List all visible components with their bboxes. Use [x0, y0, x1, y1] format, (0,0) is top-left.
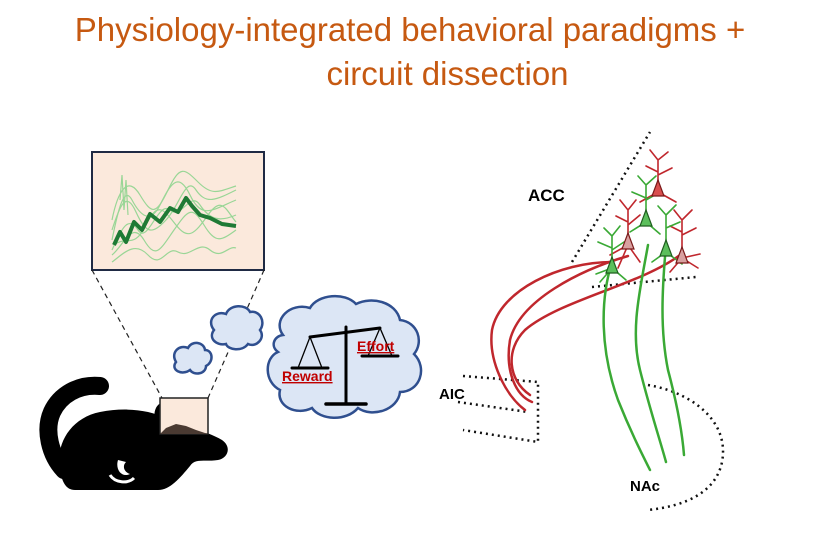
- title-line-1: Physiology-integrated behavioral paradig…: [74, 11, 746, 48]
- green-axon-3: [661, 243, 686, 457]
- red-soma-2: [621, 231, 635, 250]
- scale-beam: [308, 326, 382, 339]
- reward-label: Reward: [282, 368, 333, 384]
- mouse-paw-line: [108, 474, 136, 484]
- green-soma-1: [639, 208, 653, 227]
- trace-7: [111, 246, 237, 263]
- thought-cloud-icon: [172, 295, 423, 419]
- green-soma-3: [659, 238, 673, 257]
- physiology-inset: [91, 151, 265, 271]
- nac-boundary: [647, 383, 725, 512]
- red-axon-3: [510, 253, 682, 397]
- implant-tissue: [160, 424, 208, 434]
- mouse-tail: [39, 376, 109, 479]
- title-line-2: circuit dissection: [326, 55, 569, 92]
- red-soma-1: [651, 178, 665, 197]
- trace-4: [111, 211, 237, 256]
- neuron-somata: [605, 178, 689, 274]
- aic-label: AIC: [439, 386, 465, 403]
- slide-title: Physiology-integrated behavioral paradig…: [0, 8, 820, 96]
- red-axon-2: [507, 254, 630, 404]
- scale-string-l2: [309, 336, 323, 369]
- scale-string-r2: [379, 327, 393, 357]
- effort-label: Effort: [357, 338, 395, 354]
- mean-trace: [112, 196, 237, 246]
- trace-bundle: [111, 170, 237, 263]
- green-axon-2: [634, 243, 668, 464]
- inset-frame: [91, 151, 265, 271]
- red-axon-1: [490, 260, 614, 412]
- nac-label: NAc: [630, 478, 660, 495]
- trace-8: [119, 174, 129, 216]
- trace-6: [113, 204, 237, 246]
- red-soma-3: [675, 245, 689, 264]
- green-axon-1: [602, 260, 652, 472]
- scale-string-l1: [297, 336, 311, 369]
- thought-cloud-large: [266, 295, 423, 419]
- green-soma-2: [605, 255, 619, 274]
- zoom-lines: [91, 269, 265, 399]
- acc-boundary-upper: [570, 131, 652, 263]
- scale-string-r1: [367, 327, 381, 357]
- red-neuron-dendrites: [609, 149, 701, 273]
- mouse-paw-highlight: [117, 460, 130, 476]
- thought-bubble-small: [172, 341, 213, 375]
- zoom-line-left: [91, 269, 163, 399]
- balance-scale-icon: [290, 325, 400, 406]
- trace-5: [111, 170, 237, 221]
- thought-bubble-medium: [209, 305, 264, 351]
- acc-label: ACC: [528, 186, 565, 205]
- mouse-silhouette-icon: [39, 376, 228, 490]
- projection-axons: [490, 243, 686, 472]
